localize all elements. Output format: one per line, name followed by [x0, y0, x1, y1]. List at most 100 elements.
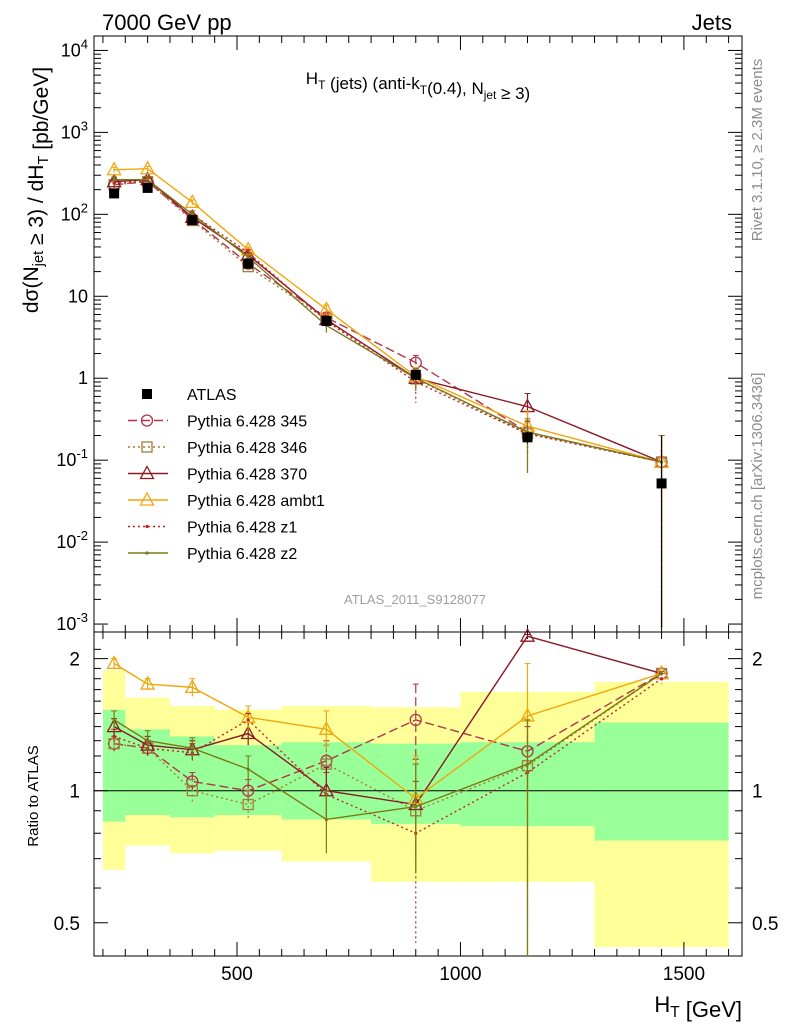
mcplots-reference-label: mcplots.cern.ch [arXiv:1306.3436]: [749, 373, 766, 600]
ratio-y-axis-label: Ratio to ATLAS: [25, 745, 42, 846]
y-tick-label-main: 10: [68, 286, 88, 306]
atlas-data-point: [321, 315, 332, 326]
analysis-watermark: ATLAS_2011_S9128077: [344, 592, 486, 607]
legend-marker: [139, 465, 155, 480]
ratio-line: [113, 672, 662, 821]
y-tick-label-ratio-right: 2: [752, 650, 763, 671]
ratio-point: [246, 718, 250, 722]
x-tick-label: 1500: [663, 964, 705, 985]
y-tick-label-ratio: 2: [69, 650, 80, 671]
ratio-point: [246, 767, 250, 771]
ratio-line: [113, 678, 662, 835]
data-point: [112, 181, 116, 185]
header-right: Jets: [692, 10, 732, 35]
legend-label: Pythia 6.428 z1: [187, 520, 297, 537]
ratio-line: [114, 672, 662, 792]
legend-label: Pythia 6.428 370: [187, 467, 307, 484]
legend-label: Pythia 6.428 346: [187, 440, 307, 457]
ratio-point: [106, 718, 122, 733]
ratio-point: [409, 713, 422, 727]
legend-marker: [141, 441, 153, 453]
header-left: 7000 GeV pp: [102, 10, 232, 35]
ratio-point: [108, 738, 120, 750]
rivet-version-label: Rivet 3.1.10, ≥ 2.3M events: [749, 59, 766, 242]
atlas-data-point: [142, 182, 153, 193]
series-line: [114, 178, 662, 463]
y-tick-label-main: 10-2: [56, 528, 88, 552]
ratio-series: [106, 627, 670, 956]
ratio-point: [240, 708, 256, 723]
main-panel-border: [93, 35, 743, 633]
ratio-panel-border: [93, 631, 743, 957]
y-tick-label-ratio: 0.5: [54, 914, 80, 935]
ratio-point: [186, 775, 199, 788]
data-point: [318, 301, 334, 316]
series-line: [114, 180, 662, 463]
y-tick-label-main: 10-3: [56, 610, 88, 634]
data-point: [246, 255, 250, 259]
ratio-uncertainty-bands: [94, 670, 742, 948]
ratio-point: [324, 817, 328, 822]
legend-entry: Pythia 6.428 z2: [128, 546, 297, 563]
ratio-panel-frame: [93, 631, 743, 957]
legend-marker: [142, 389, 152, 399]
ratio-point: [190, 746, 194, 750]
ratio-point: [519, 627, 536, 642]
legend-marker: [145, 524, 149, 529]
atlas-data-point: [243, 258, 254, 269]
y-tick-label-main: 103: [61, 118, 88, 142]
legend-entry: Pythia 6.428 370: [128, 465, 307, 484]
ratio-point: [186, 785, 198, 797]
y-tick-label-ratio-right: 1: [752, 782, 763, 803]
legend-entry: Pythia 6.428 z1: [128, 520, 297, 537]
legend-label: Pythia 6.428 ambt1: [187, 493, 325, 510]
ratio-point: [659, 677, 664, 681]
x-tick-label: 500: [221, 964, 253, 985]
data-point: [146, 178, 150, 182]
ratio-point: [414, 804, 418, 809]
y-tick-label-ratio-right: 0.5: [752, 914, 778, 935]
y-tick-label-main: 104: [61, 36, 88, 60]
main-y-axis-label: dσ(Njet ≥ 3) / dHT [pb/GeV]: [20, 67, 53, 313]
atlas-data-point: [187, 215, 198, 226]
y-tick-label-main: 1: [78, 368, 88, 388]
ratio-point: [240, 725, 256, 740]
ratio-point: [659, 671, 664, 676]
plot-title: HT (jets) (anti-kT(0.4), Njet ≥ 3): [306, 69, 530, 103]
legend-label: Pythia 6.428 z2: [187, 546, 297, 563]
legend-marker: [145, 551, 149, 555]
legend-entry: Pythia 6.428 ambt1: [128, 491, 325, 510]
legend-label: ATLAS: [187, 387, 237, 404]
atlas-data-point: [656, 478, 667, 489]
main-series: [106, 160, 670, 628]
ratio-point: [112, 734, 116, 738]
data-point: [106, 161, 122, 176]
data-point: [184, 193, 200, 208]
atlas-data-point: [522, 432, 533, 443]
ratio-pythia-6-428-z2: [111, 670, 665, 956]
ratio-line: [113, 662, 662, 800]
y-tick-label-main: 10-1: [56, 446, 88, 470]
ratio-point: [112, 718, 116, 722]
y-tick-label-main: 102: [61, 200, 88, 224]
ratio-point: [106, 655, 122, 670]
legend-entry-atlas: ATLAS: [142, 387, 237, 404]
ratio-point: [242, 798, 254, 811]
series-atlas: [109, 182, 667, 628]
data-point: [140, 160, 156, 175]
main-panel-frame: [93, 35, 743, 633]
x-tick-label: 1000: [439, 964, 481, 985]
atlas-data-point: [109, 188, 120, 199]
legend-label: Pythia 6.428 345: [187, 414, 307, 431]
ratio-point: [146, 739, 150, 743]
ratio-point: [318, 720, 334, 735]
legend-marker: [139, 491, 155, 506]
ratio-point: [184, 679, 200, 694]
legend-marker: [140, 414, 154, 427]
ratio-point: [525, 762, 530, 766]
axis-tick-labels: 500 1000 1500 10-3 10-2 10-1 1 10 102 103 104 0.5 1 2…: [54, 36, 779, 985]
x-axis-label: HT [GeV]: [654, 992, 742, 1022]
y-tick-label-ratio: 1: [69, 782, 80, 803]
ratio-point: [140, 675, 156, 690]
